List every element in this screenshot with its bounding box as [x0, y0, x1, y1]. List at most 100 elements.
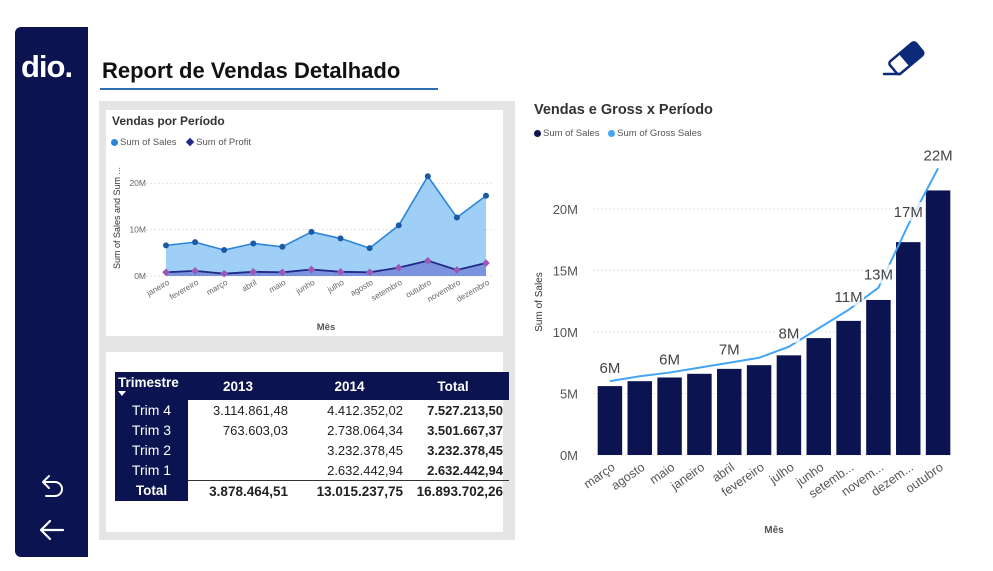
- sales-line: [165, 174, 487, 251]
- bar-chart: 0M5M10M15M20M6M6M7M8M11M13M17M22Mmarçoag…: [534, 145, 954, 536]
- profit-line: [165, 259, 487, 275]
- x-axis-title: Mês: [317, 322, 335, 333]
- matrix-header-total[interactable]: Total: [403, 372, 509, 400]
- area-chart-legend: Sum of Sales Sum of Profit: [111, 137, 257, 148]
- x-tick-label: julho: [325, 278, 346, 295]
- matrix-header-trimestre[interactable]: Trimestre: [115, 372, 188, 400]
- sales-area: [166, 176, 486, 276]
- y-tick-label: 5M: [560, 386, 578, 401]
- data-label: 7M: [719, 342, 740, 359]
- page-title: Report de Vendas Detalhado: [102, 58, 401, 83]
- profit-point: [162, 268, 170, 277]
- data-label: 8M: [778, 326, 799, 343]
- undo-icon[interactable]: [37, 470, 67, 500]
- cell-2014: 13.015.237,75: [296, 480, 403, 501]
- sales-point: [250, 240, 257, 247]
- table-row: Trim 4 3.114.861,48 4.412.352,02 7.527.2…: [115, 400, 509, 420]
- cell-2013: [188, 460, 296, 481]
- y-tick-label: 15M: [553, 263, 578, 278]
- svg-text:dio.: dio.: [21, 49, 72, 83]
- bar: [776, 355, 802, 455]
- eraser-icon[interactable]: [880, 36, 934, 82]
- area-chart-title: Vendas por Período: [112, 114, 225, 128]
- data-label-bg: [777, 323, 800, 343]
- x-tick-label: agosto: [609, 460, 648, 493]
- profit-point: [249, 268, 258, 276]
- data-label-bg: [658, 349, 681, 369]
- y-axis-title: Sum of Sales: [534, 272, 545, 331]
- row-label: Trim 4: [115, 400, 188, 420]
- data-label-bg: [922, 145, 954, 165]
- x-tick-label: julho: [766, 460, 797, 487]
- x-tick-label: janeiro: [668, 460, 708, 494]
- x-tick-label: setembro: [370, 278, 404, 303]
- cell-total: 2.632.442,94: [427, 462, 503, 478]
- title-underline: [100, 88, 438, 90]
- bar: [806, 338, 831, 455]
- x-tick-label: dezembro: [455, 278, 491, 304]
- data-label-bg: [718, 339, 741, 359]
- matrix-header-2013[interactable]: 2013: [188, 372, 296, 400]
- legend-item-gross-sales: Sum of Gross Sales: [608, 128, 702, 139]
- bar: [896, 242, 921, 455]
- legend-item-sales: Sum of Sales: [111, 137, 177, 148]
- data-label: 11M: [835, 289, 863, 306]
- cell-total: 3.501.667,37: [427, 422, 503, 438]
- data-label-bg: [598, 358, 621, 378]
- row-label: Trim 3: [115, 420, 188, 440]
- x-tick-label: janeiro: [144, 278, 171, 299]
- sales-point: [453, 214, 460, 221]
- bar: [627, 381, 652, 455]
- y-tick-label: 20M: [129, 178, 146, 188]
- sales-point: [395, 222, 402, 229]
- y-axis-title: Sum of Sales and Sum ...: [112, 167, 122, 269]
- row-label: Trim 2: [115, 440, 188, 460]
- sales-point: [337, 235, 344, 242]
- bar-chart-title: Vendas e Gross x Período: [534, 102, 713, 118]
- row-label: Total: [115, 480, 188, 501]
- sales-point: [163, 242, 169, 249]
- data-label-bg: [892, 201, 924, 221]
- cell-total: 7.527.213,50: [427, 402, 503, 418]
- sidebar: dio.: [15, 27, 88, 557]
- sales-point: [483, 192, 489, 199]
- data-label: 13M: [864, 267, 893, 284]
- dio-logo: dio.: [21, 49, 73, 83]
- cell-2014: 2.632.442,94: [327, 462, 403, 478]
- cell-total: 16.893.702,26: [403, 480, 509, 501]
- table-row: Trim 3 763.603,03 2.738.064,34 3.501.667…: [115, 420, 509, 440]
- y-tick-label: 0M: [560, 448, 578, 463]
- x-tick-label: março: [205, 278, 230, 297]
- data-label: 17M: [894, 204, 923, 221]
- cell-2014: 2.738.064,34: [327, 422, 403, 438]
- profit-point: [394, 263, 403, 272]
- profit-point: [336, 268, 345, 276]
- y-tick-label: 10M: [129, 225, 146, 235]
- y-tick-label: 0M: [134, 271, 146, 281]
- y-tick-label: 20M: [553, 202, 578, 217]
- table-row: Trim 1 2.632.442,94 2.632.442,94: [115, 460, 509, 481]
- sales-point: [192, 239, 199, 246]
- sales-point: [308, 228, 315, 235]
- cell-2013: [188, 440, 296, 460]
- table-row: Trim 2 3.232.378,45 3.232.378,45: [115, 440, 509, 460]
- sales-matrix: Trimestre 2013 2014 Total Trim 4 3.114.8…: [115, 372, 509, 501]
- x-axis-title: Mês: [764, 525, 784, 536]
- data-label-bg: [862, 264, 894, 284]
- sales-point: [366, 245, 373, 252]
- data-label-bg: [833, 286, 865, 306]
- cell-2014: 3.232.378,45: [327, 442, 403, 458]
- x-tick-label: junho: [294, 278, 317, 297]
- profit-point: [482, 259, 490, 267]
- bar: [687, 373, 712, 455]
- x-tick-label: maio: [267, 278, 287, 295]
- back-arrow-icon[interactable]: [37, 515, 67, 545]
- cell-total: 3.232.378,45: [427, 442, 503, 458]
- cell-2014: 4.412.352,02: [327, 402, 403, 418]
- bar: [657, 377, 682, 455]
- x-tick-label: fevereiro: [168, 278, 200, 302]
- sales-point: [221, 247, 228, 254]
- bar: [717, 368, 742, 455]
- matrix-header-2014[interactable]: 2014: [296, 372, 403, 400]
